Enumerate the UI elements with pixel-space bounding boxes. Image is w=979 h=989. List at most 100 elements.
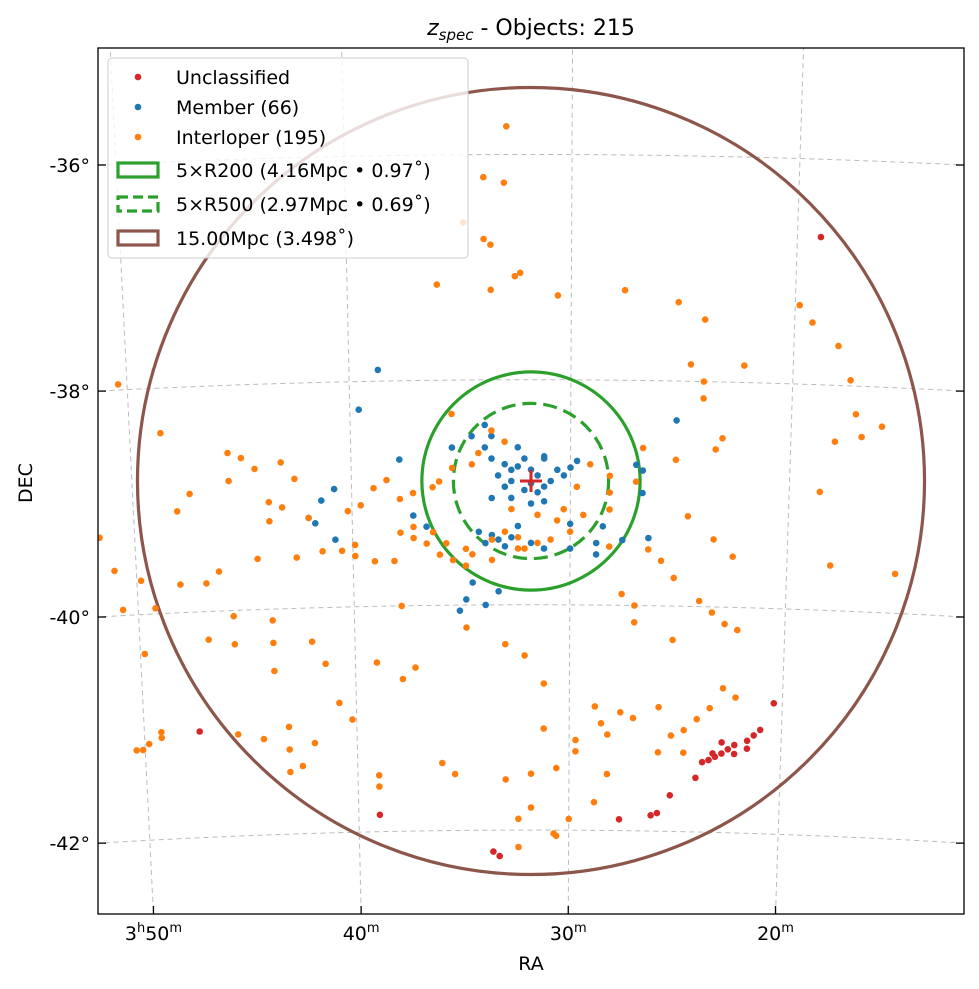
radius-circle xyxy=(135,85,927,877)
data-point xyxy=(511,272,519,280)
data-point xyxy=(508,466,515,474)
data-point xyxy=(487,286,495,294)
data-point xyxy=(521,486,528,494)
data-point xyxy=(145,740,153,748)
data-point xyxy=(621,286,629,294)
data-point xyxy=(152,605,159,612)
data-point xyxy=(633,461,640,469)
data-point xyxy=(514,534,522,541)
radius-circle xyxy=(420,370,642,592)
data-point xyxy=(606,472,614,480)
title-subscript: spec xyxy=(439,26,475,44)
data-point xyxy=(488,536,496,543)
data-point xyxy=(391,557,398,565)
data-point xyxy=(322,660,329,668)
data-point xyxy=(481,444,489,451)
data-point xyxy=(480,235,487,243)
data-point xyxy=(670,574,677,582)
data-point xyxy=(516,269,524,277)
chart-title: zspec - Objects: 215 xyxy=(426,16,635,44)
data-point xyxy=(592,551,600,558)
data-point xyxy=(271,667,278,675)
data-point xyxy=(502,776,510,783)
data-point xyxy=(554,292,562,299)
data-point xyxy=(580,511,587,519)
data-point xyxy=(503,123,510,130)
data-point xyxy=(639,444,647,452)
data-point xyxy=(527,804,535,811)
data-point xyxy=(700,395,707,402)
data-point xyxy=(410,512,417,519)
data-point xyxy=(709,750,716,757)
data-point xyxy=(591,703,599,710)
data-point xyxy=(631,602,638,609)
data-point xyxy=(463,596,470,603)
data-point xyxy=(547,477,554,485)
data-point xyxy=(540,453,548,460)
data-point xyxy=(606,506,613,513)
data-point xyxy=(409,489,417,497)
ra-grid-line xyxy=(775,48,805,914)
legend-label: 15.00Mpc (3.498˚) xyxy=(176,228,354,250)
data-point xyxy=(534,472,541,479)
data-point xyxy=(70,525,77,532)
data-point xyxy=(230,612,237,620)
data-point xyxy=(672,456,680,464)
data-point xyxy=(684,513,692,520)
data-point xyxy=(397,529,404,536)
data-point xyxy=(515,843,522,851)
data-point xyxy=(680,749,687,756)
data-point xyxy=(878,423,886,431)
data-point xyxy=(695,597,703,605)
data-point xyxy=(619,536,626,544)
data-point xyxy=(373,659,381,666)
data-point xyxy=(540,498,548,505)
legend-label: 5×R500 (2.97Mpc • 0.69˚) xyxy=(176,194,431,216)
data-point xyxy=(729,553,736,560)
data-point xyxy=(566,520,574,528)
data-point xyxy=(572,748,579,755)
data-point xyxy=(687,361,695,368)
data-point xyxy=(606,489,613,496)
data-point xyxy=(412,664,419,671)
data-point xyxy=(666,792,674,799)
data-point xyxy=(566,528,574,535)
data-point xyxy=(572,736,579,744)
data-point xyxy=(495,536,502,543)
data-point xyxy=(396,456,403,463)
data-point xyxy=(480,173,487,181)
data-point xyxy=(374,366,382,374)
data-point xyxy=(410,534,417,542)
data-point xyxy=(203,580,210,587)
legend-patch xyxy=(116,161,160,179)
data-point xyxy=(319,548,326,555)
data-point xyxy=(330,485,338,493)
data-point xyxy=(357,502,365,509)
data-point xyxy=(139,746,147,754)
dec-grid-line xyxy=(98,829,964,844)
data-point xyxy=(173,508,181,515)
legend-label: Member (66) xyxy=(176,97,299,119)
data-point xyxy=(550,830,557,837)
data-point xyxy=(718,739,725,746)
data-point xyxy=(54,373,61,380)
data-point xyxy=(490,848,497,855)
data-point xyxy=(186,490,193,498)
data-point xyxy=(482,539,489,547)
data-point xyxy=(592,539,600,547)
data-point xyxy=(847,377,854,384)
data-point xyxy=(410,523,417,531)
data-point xyxy=(469,551,476,558)
data-point xyxy=(98,534,103,542)
data-point xyxy=(710,536,717,543)
data-point xyxy=(0,405,2,412)
data-point xyxy=(399,675,407,683)
data-point xyxy=(508,477,515,485)
data-point xyxy=(488,427,495,434)
data-point xyxy=(448,444,456,451)
data-point xyxy=(423,540,431,547)
data-point xyxy=(654,749,662,756)
data-point xyxy=(157,429,164,437)
